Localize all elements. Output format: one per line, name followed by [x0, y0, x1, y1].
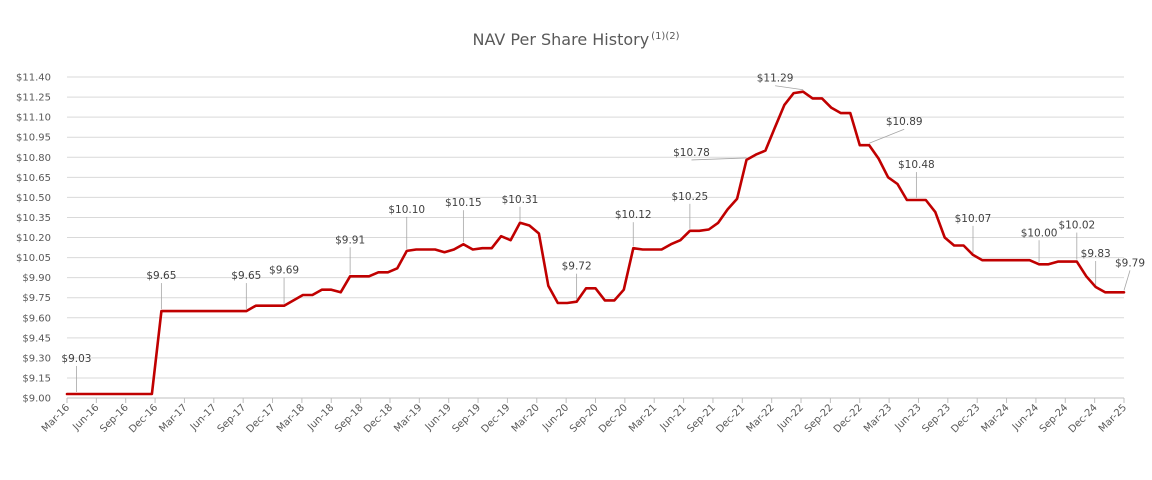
x-tick-label: Sep-24	[1038, 402, 1071, 435]
data-label: $10.48	[898, 159, 935, 171]
y-tick-label: $10.35	[16, 213, 51, 224]
x-tick-label: Mar-19	[392, 402, 424, 434]
x-tick-label: Mar-21	[627, 402, 659, 434]
y-tick-label: $10.20	[16, 233, 51, 244]
data-label: $9.83	[1081, 248, 1111, 260]
x-tick-label: Mar-16	[40, 402, 72, 434]
data-label: $10.89	[886, 116, 923, 128]
x-tick-label: Jun-23	[893, 402, 924, 433]
data-label: $9.65	[231, 270, 261, 282]
x-tick-label: Jun-19	[423, 402, 454, 433]
x-tick-label: Jun-18	[305, 402, 336, 433]
data-label-leader	[1123, 270, 1131, 291]
x-tick-label: Dec-20	[597, 402, 630, 435]
x-tick-label: Sep-22	[803, 402, 836, 435]
x-axis: Mar-16Jun-16Sep-16Dec-16Mar-17Jun-17Sep-…	[40, 398, 1129, 435]
x-tick-label: Jun-16	[70, 402, 101, 433]
y-tick-label: $10.95	[16, 133, 51, 144]
x-tick-label: Sep-21	[685, 402, 718, 435]
x-tick-label: Mar-22	[745, 402, 777, 434]
chart-title-text: NAV Per Share History	[472, 30, 650, 49]
data-label-leader	[691, 157, 747, 161]
data-label: $9.91	[335, 234, 365, 246]
y-tick-label: $11.10	[16, 113, 51, 124]
x-tick-label: Dec-16	[127, 402, 160, 435]
data-label: $9.69	[269, 265, 299, 277]
data-label: $10.15	[445, 197, 482, 209]
x-tick-label: Mar-17	[157, 402, 189, 434]
data-label: $9.79	[1115, 257, 1145, 269]
x-tick-label: Sep-17	[216, 402, 249, 435]
data-label: $9.03	[61, 353, 91, 365]
data-label-leader	[869, 128, 905, 144]
x-tick-label: Sep-23	[920, 402, 953, 435]
data-labels: $9.03 $9.65 $9.65 $9.69 $9.91 $10.10 $10.15 $10…	[61, 73, 1145, 392]
gridlines	[67, 76, 1124, 399]
x-tick-label: Sep-20	[568, 402, 601, 435]
chart-title: NAV Per Share History (1)(2)	[0, 30, 1152, 49]
data-label: $10.25	[672, 191, 709, 203]
x-tick-label: Jun-22	[775, 402, 806, 433]
nav-series-line	[65, 90, 1126, 396]
data-label: $10.02	[1058, 220, 1095, 232]
x-tick-label: Jun-17	[188, 402, 219, 433]
y-tick-label: $11.40	[16, 73, 51, 84]
data-label: $10.00	[1021, 227, 1058, 239]
x-tick-label: Mar-25	[1097, 402, 1129, 434]
x-tick-label: Jun-21	[658, 402, 689, 433]
data-label: $10.10	[388, 204, 425, 216]
x-tick-label: Dec-24	[1067, 402, 1100, 435]
x-tick-label: Jun-24	[1010, 402, 1041, 433]
data-label: $10.12	[615, 209, 652, 221]
data-label: $11.29	[757, 73, 794, 85]
x-tick-label: Dec-23	[949, 402, 982, 435]
x-tick-label: Mar-23	[862, 402, 894, 434]
x-tick-label: Sep-19	[451, 402, 484, 435]
y-axis: $9.00 $9.15 $9.30 $9.45 $9.60 $9.75 $9.90 $10.0…	[16, 73, 51, 405]
data-label: $10.78	[673, 147, 710, 159]
y-tick-label: $9.60	[22, 313, 51, 324]
data-label: $9.72	[562, 261, 592, 273]
x-tick-label: Dec-19	[480, 402, 513, 435]
y-tick-label: $9.45	[22, 333, 51, 344]
y-tick-label: $10.65	[16, 173, 51, 184]
x-tick-label: Sep-16	[98, 402, 131, 435]
data-label: $10.07	[955, 213, 992, 225]
x-tick-label: Sep-18	[333, 402, 366, 435]
x-tick-label: Dec-21	[714, 402, 747, 435]
x-tick-label: Dec-17	[245, 402, 278, 435]
x-tick-label: Mar-20	[510, 402, 542, 434]
chart-title-footnotes: (1)(2)	[651, 31, 680, 42]
x-tick-label: Dec-18	[362, 402, 395, 435]
y-tick-label: $11.25	[16, 93, 51, 104]
x-tick-label: Mar-24	[979, 402, 1011, 434]
y-tick-label: $9.90	[22, 273, 51, 284]
y-tick-label: $10.50	[16, 193, 51, 204]
data-label: $9.65	[146, 270, 176, 282]
y-tick-label: $10.05	[16, 253, 51, 264]
series-group	[65, 90, 1126, 396]
y-tick-label: $9.15	[22, 373, 51, 384]
x-tick-label: Dec-22	[832, 402, 865, 435]
data-label-leader	[775, 85, 804, 91]
y-tick-label: $10.80	[16, 153, 51, 164]
x-tick-label: Mar-18	[275, 402, 307, 434]
y-tick-label: $9.30	[22, 353, 51, 364]
x-tick-label: Jun-20	[540, 402, 571, 433]
y-tick-label: $9.75	[22, 293, 51, 304]
y-tick-label: $9.00	[22, 394, 51, 405]
data-label: $10.31	[502, 194, 539, 206]
